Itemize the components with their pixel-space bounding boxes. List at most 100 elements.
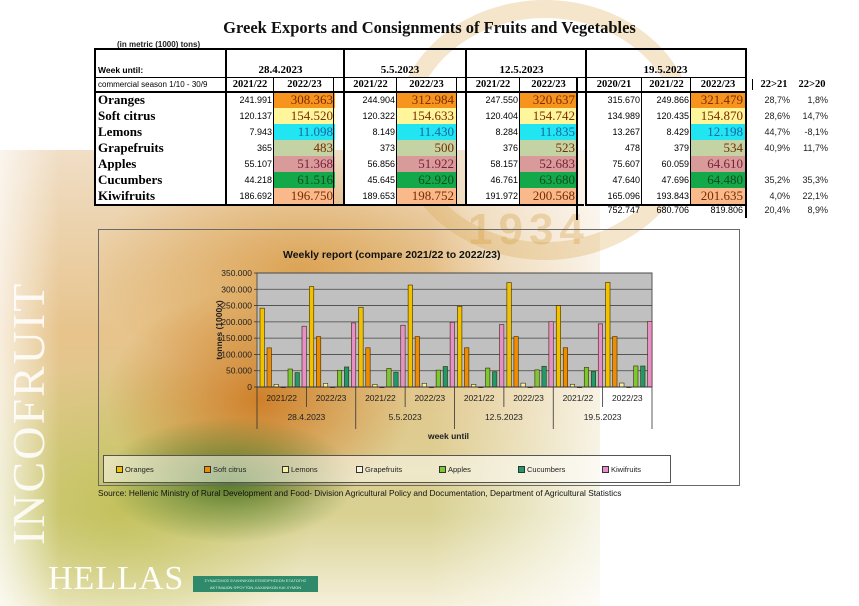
table-border xyxy=(456,78,457,204)
legend-swatch xyxy=(116,466,123,473)
season-header: 2022/23 xyxy=(397,78,456,91)
season-header: 2022/23 xyxy=(691,78,745,91)
legend-item-kiwifruits: Kiwifruits xyxy=(602,465,641,474)
pct-22-20: 1,8% xyxy=(807,95,828,105)
value-cell: 165.096 xyxy=(586,188,642,204)
y-tick-label: 250.000 xyxy=(221,301,252,311)
value-2022-23: 500 xyxy=(397,140,456,156)
x-group-label: 5.5.2023 xyxy=(389,412,422,422)
value-cell: 244.904 xyxy=(344,92,397,108)
value-cell: 56.856 xyxy=(344,156,397,172)
value-cell: 44.218 xyxy=(226,172,274,188)
x-category-label: 2021/22 xyxy=(464,393,495,403)
bar-oranges xyxy=(407,284,413,388)
value-2022-23: 201.635 xyxy=(691,188,745,204)
bar-soft-citrus xyxy=(562,347,568,388)
value-2022-23: 312.984 xyxy=(397,92,456,108)
value-cell: 47.640 xyxy=(586,172,642,188)
x-category-label: 2021/22 xyxy=(365,393,396,403)
season-header: 2022/23 xyxy=(520,78,577,91)
value-2022-23: 321.479 xyxy=(691,92,745,108)
week-until-label: Week until: xyxy=(94,62,226,78)
value-cell: 134.989 xyxy=(586,108,642,124)
value-2022-23: 62.920 xyxy=(397,172,456,188)
product-label: Lemons xyxy=(94,124,226,140)
bar-cucumbers xyxy=(294,372,300,388)
y-tick-label: 0 xyxy=(247,382,252,392)
bar-cucumbers xyxy=(492,371,498,388)
value-cell: 365 xyxy=(226,140,274,156)
pct-header-divider xyxy=(752,79,753,90)
bar-kiwifruits xyxy=(301,325,307,388)
table-border xyxy=(94,77,746,78)
value-cell: 120.137 xyxy=(226,108,274,124)
y-tick-label: 150.000 xyxy=(221,333,252,343)
bar-cucumbers xyxy=(442,366,448,388)
value-2022-23: 64.480 xyxy=(691,172,745,188)
value-cell: 241.991 xyxy=(226,92,274,108)
pct-22-21: 44,7% xyxy=(764,127,790,137)
chart-title: Weekly report (compare 2021/22 to 2022/2… xyxy=(283,249,501,261)
legend-item-cucumbers: Cucumbers xyxy=(518,465,565,474)
bar-soft-citrus xyxy=(266,347,272,388)
bar-apples xyxy=(583,367,589,388)
legend-swatch xyxy=(439,466,446,473)
table-border xyxy=(576,78,578,220)
source-note: Source: Hellenic Ministry of Rural Devel… xyxy=(98,488,622,498)
bar-kiwifruits xyxy=(351,322,357,388)
pct-22-21: 40,9% xyxy=(764,143,790,153)
table-border xyxy=(333,78,334,204)
value-2022-23: 154.520 xyxy=(274,108,335,124)
value-2022-23: 63.680 xyxy=(520,172,577,188)
bar-soft-citrus xyxy=(612,336,618,388)
value-cell: 191.972 xyxy=(466,188,520,204)
season-header: 2021/22 xyxy=(642,78,691,91)
table-border xyxy=(745,48,747,218)
x-category-label: 2021/22 xyxy=(266,393,297,403)
value-2022-23: 483 xyxy=(274,140,335,156)
x-axis-label: week until xyxy=(427,431,469,441)
table-border xyxy=(94,48,96,206)
legend-swatch xyxy=(282,466,289,473)
value-2022-23: 154.870 xyxy=(691,108,745,124)
y-tick-label: 100.000 xyxy=(221,349,252,359)
bar-kiwifruits xyxy=(548,321,554,388)
background-fade-left xyxy=(0,150,60,606)
bar-apples xyxy=(633,365,639,388)
bar-lemons xyxy=(421,382,427,388)
value-cell: 46.761 xyxy=(466,172,520,188)
total-pct-22-21: 20,4% xyxy=(764,205,790,215)
value-2022-23: 51.368 xyxy=(274,156,335,172)
bar-oranges xyxy=(309,286,315,388)
page-title: Greek Exports and Consignments of Fruits… xyxy=(223,18,636,37)
table-border xyxy=(94,204,584,206)
bar-cucumbers xyxy=(640,365,646,388)
bar-apples xyxy=(534,369,540,388)
x-group-label: 19.5.2023 xyxy=(584,412,622,422)
season-label: commercial season 1/10 - 30/9 xyxy=(94,78,226,91)
product-label: Grapefruits xyxy=(94,140,226,156)
table-border xyxy=(225,48,227,206)
week-date-header: 5.5.2023 xyxy=(380,64,420,76)
week-date-header: 12.5.2023 xyxy=(499,64,544,76)
total-cell: 680.706 xyxy=(656,205,689,215)
legend-swatch xyxy=(204,466,211,473)
badge-line-2: ΑΚΤΙΝΙΔΙΩΝ ΦΡΟΥΤΩΝ-ΛΑΧΑΝΙΚΩΝ ΚΑΙ ΧΥΜΩΝ xyxy=(209,585,302,590)
table-border xyxy=(519,78,520,204)
value-2022-23: 11.430 xyxy=(397,124,456,140)
bar-oranges xyxy=(259,307,265,388)
total-cell: 819.806 xyxy=(710,205,743,215)
x-group-label: 28.4.2023 xyxy=(287,412,325,422)
pct-22-21 xyxy=(752,156,792,172)
bar-oranges xyxy=(358,306,364,388)
bar-soft-citrus xyxy=(316,336,322,388)
pct-22-20: -8,1% xyxy=(804,127,828,137)
value-cell: 478 xyxy=(586,140,642,156)
product-label: Apples xyxy=(94,156,226,172)
total-cell: 752.747 xyxy=(607,205,640,215)
bar-soft-citrus xyxy=(464,347,470,388)
table-border xyxy=(690,78,691,204)
y-tick-label: 200.000 xyxy=(221,317,252,327)
legend-item-grapefruits: Grapefruits xyxy=(356,465,402,474)
x-category-label: 2021/22 xyxy=(563,393,594,403)
